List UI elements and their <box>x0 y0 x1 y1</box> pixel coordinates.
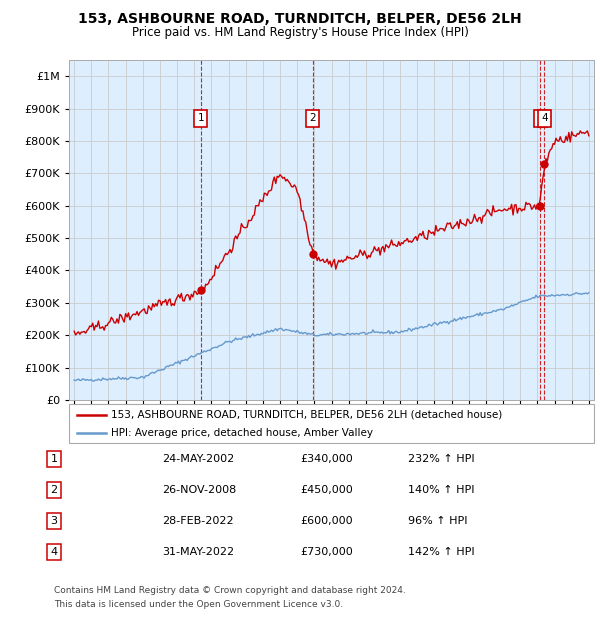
Text: 1: 1 <box>50 454 58 464</box>
Text: £450,000: £450,000 <box>300 485 353 495</box>
Text: £730,000: £730,000 <box>300 547 353 557</box>
Text: 3: 3 <box>537 113 544 123</box>
Text: 24-MAY-2002: 24-MAY-2002 <box>162 454 234 464</box>
Text: 96% ↑ HPI: 96% ↑ HPI <box>408 516 467 526</box>
Text: £340,000: £340,000 <box>300 454 353 464</box>
Text: £600,000: £600,000 <box>300 516 353 526</box>
Text: 153, ASHBOURNE ROAD, TURNDITCH, BELPER, DE56 2LH: 153, ASHBOURNE ROAD, TURNDITCH, BELPER, … <box>78 12 522 27</box>
Text: HPI: Average price, detached house, Amber Valley: HPI: Average price, detached house, Ambe… <box>111 428 373 438</box>
Text: 232% ↑ HPI: 232% ↑ HPI <box>408 454 475 464</box>
Text: 2: 2 <box>310 113 316 123</box>
Text: 28-FEB-2022: 28-FEB-2022 <box>162 516 233 526</box>
Text: 153, ASHBOURNE ROAD, TURNDITCH, BELPER, DE56 2LH (detached house): 153, ASHBOURNE ROAD, TURNDITCH, BELPER, … <box>111 410 502 420</box>
Text: 31-MAY-2022: 31-MAY-2022 <box>162 547 234 557</box>
Text: 142% ↑ HPI: 142% ↑ HPI <box>408 547 475 557</box>
Text: 3: 3 <box>50 516 58 526</box>
Text: 1: 1 <box>197 113 204 123</box>
Text: 26-NOV-2008: 26-NOV-2008 <box>162 485 236 495</box>
Text: 140% ↑ HPI: 140% ↑ HPI <box>408 485 475 495</box>
Text: Price paid vs. HM Land Registry's House Price Index (HPI): Price paid vs. HM Land Registry's House … <box>131 26 469 39</box>
Text: This data is licensed under the Open Government Licence v3.0.: This data is licensed under the Open Gov… <box>54 600 343 609</box>
Text: Contains HM Land Registry data © Crown copyright and database right 2024.: Contains HM Land Registry data © Crown c… <box>54 586 406 595</box>
Text: 4: 4 <box>541 113 548 123</box>
FancyBboxPatch shape <box>69 404 594 443</box>
Text: 4: 4 <box>50 547 58 557</box>
Text: 2: 2 <box>50 485 58 495</box>
